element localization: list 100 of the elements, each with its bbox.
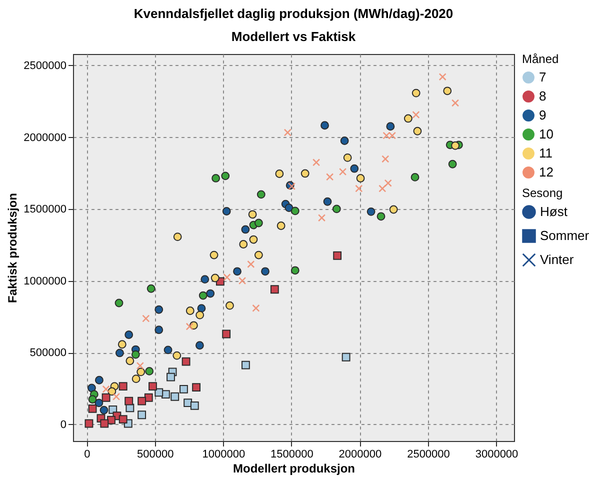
point — [342, 352, 350, 362]
point — [410, 173, 420, 182]
point — [249, 235, 258, 244]
point — [261, 267, 270, 276]
point — [154, 388, 164, 397]
point — [126, 356, 134, 366]
point — [142, 314, 150, 322]
point — [148, 382, 157, 390]
point — [100, 419, 109, 428]
point — [247, 260, 255, 268]
point — [154, 326, 164, 334]
point — [186, 306, 194, 315]
point — [290, 206, 300, 216]
point — [323, 197, 332, 206]
point — [318, 214, 326, 222]
point — [312, 158, 320, 166]
point — [256, 190, 266, 199]
point — [326, 173, 334, 181]
point — [180, 384, 188, 394]
y-tick-label: 2500000 — [24, 60, 66, 72]
y-tick-label: 1000000 — [24, 275, 66, 288]
point — [404, 114, 412, 123]
legend-title: Måned — [522, 52, 559, 66]
point — [451, 99, 460, 107]
point — [197, 304, 206, 313]
point — [162, 390, 170, 399]
point — [254, 250, 263, 260]
point — [144, 393, 153, 402]
point — [118, 415, 128, 424]
point — [252, 304, 260, 312]
point — [300, 169, 310, 178]
point — [412, 110, 420, 119]
point — [284, 128, 292, 136]
point — [118, 382, 128, 390]
point — [172, 351, 182, 360]
point — [136, 362, 144, 370]
point — [84, 419, 94, 428]
text: Sesong — [522, 186, 563, 200]
point — [275, 170, 284, 178]
x-tick-label: 2000000 — [338, 448, 382, 460]
text: Sommer — [540, 228, 590, 243]
legend-label: 9 — [539, 108, 546, 122]
x-tick-label: 1000000 — [202, 448, 246, 460]
point — [170, 392, 180, 401]
point — [382, 155, 390, 163]
point — [118, 340, 126, 349]
point — [412, 88, 420, 98]
point — [95, 376, 104, 384]
point — [270, 285, 279, 294]
text: Høst — [540, 204, 568, 219]
legend-label: 8 — [539, 88, 546, 104]
point — [102, 385, 110, 393]
x-tick-label: 2500000 — [407, 448, 450, 460]
point — [124, 396, 134, 406]
point — [182, 357, 190, 366]
y-tick-label: 500000 — [30, 347, 66, 360]
y-axis-title: Faktisk produksjon — [6, 192, 20, 304]
x-tick-label: 0 — [84, 448, 90, 460]
point — [164, 346, 172, 354]
point — [146, 284, 156, 293]
point — [136, 368, 146, 376]
point — [448, 160, 457, 168]
point — [254, 218, 263, 228]
point — [242, 360, 250, 370]
point — [451, 141, 460, 150]
point — [223, 273, 231, 282]
text: Vinter — [540, 252, 574, 267]
point — [206, 289, 215, 298]
y-tick-label: 0 — [60, 418, 66, 431]
point — [145, 367, 154, 376]
point — [132, 374, 140, 384]
point — [112, 392, 120, 400]
point — [320, 121, 329, 130]
point — [138, 410, 146, 420]
chart-title: Kvenndalsfjellet daglig produksjon (MWh/dag)-2020 — [134, 6, 454, 21]
point — [239, 240, 248, 248]
point — [138, 396, 146, 406]
point — [221, 172, 230, 180]
y-tick-label: 1500000 — [24, 204, 66, 216]
point — [186, 322, 194, 330]
point — [284, 204, 294, 212]
point — [222, 207, 231, 216]
point — [87, 384, 96, 392]
point — [238, 276, 246, 285]
point — [389, 205, 398, 214]
point — [184, 398, 192, 408]
point — [355, 184, 363, 192]
x-tick-label: 3000000 — [475, 448, 518, 460]
point — [233, 267, 242, 276]
point — [226, 301, 234, 310]
point — [192, 383, 200, 392]
point — [210, 250, 218, 260]
point — [190, 401, 199, 410]
x-axis-title: Modellert produksjon — [232, 462, 356, 476]
point — [124, 330, 134, 339]
point — [173, 232, 182, 242]
point — [340, 136, 349, 145]
point — [248, 210, 257, 219]
legend-label: 11 — [539, 146, 552, 160]
legend-label: 7 — [539, 70, 546, 84]
